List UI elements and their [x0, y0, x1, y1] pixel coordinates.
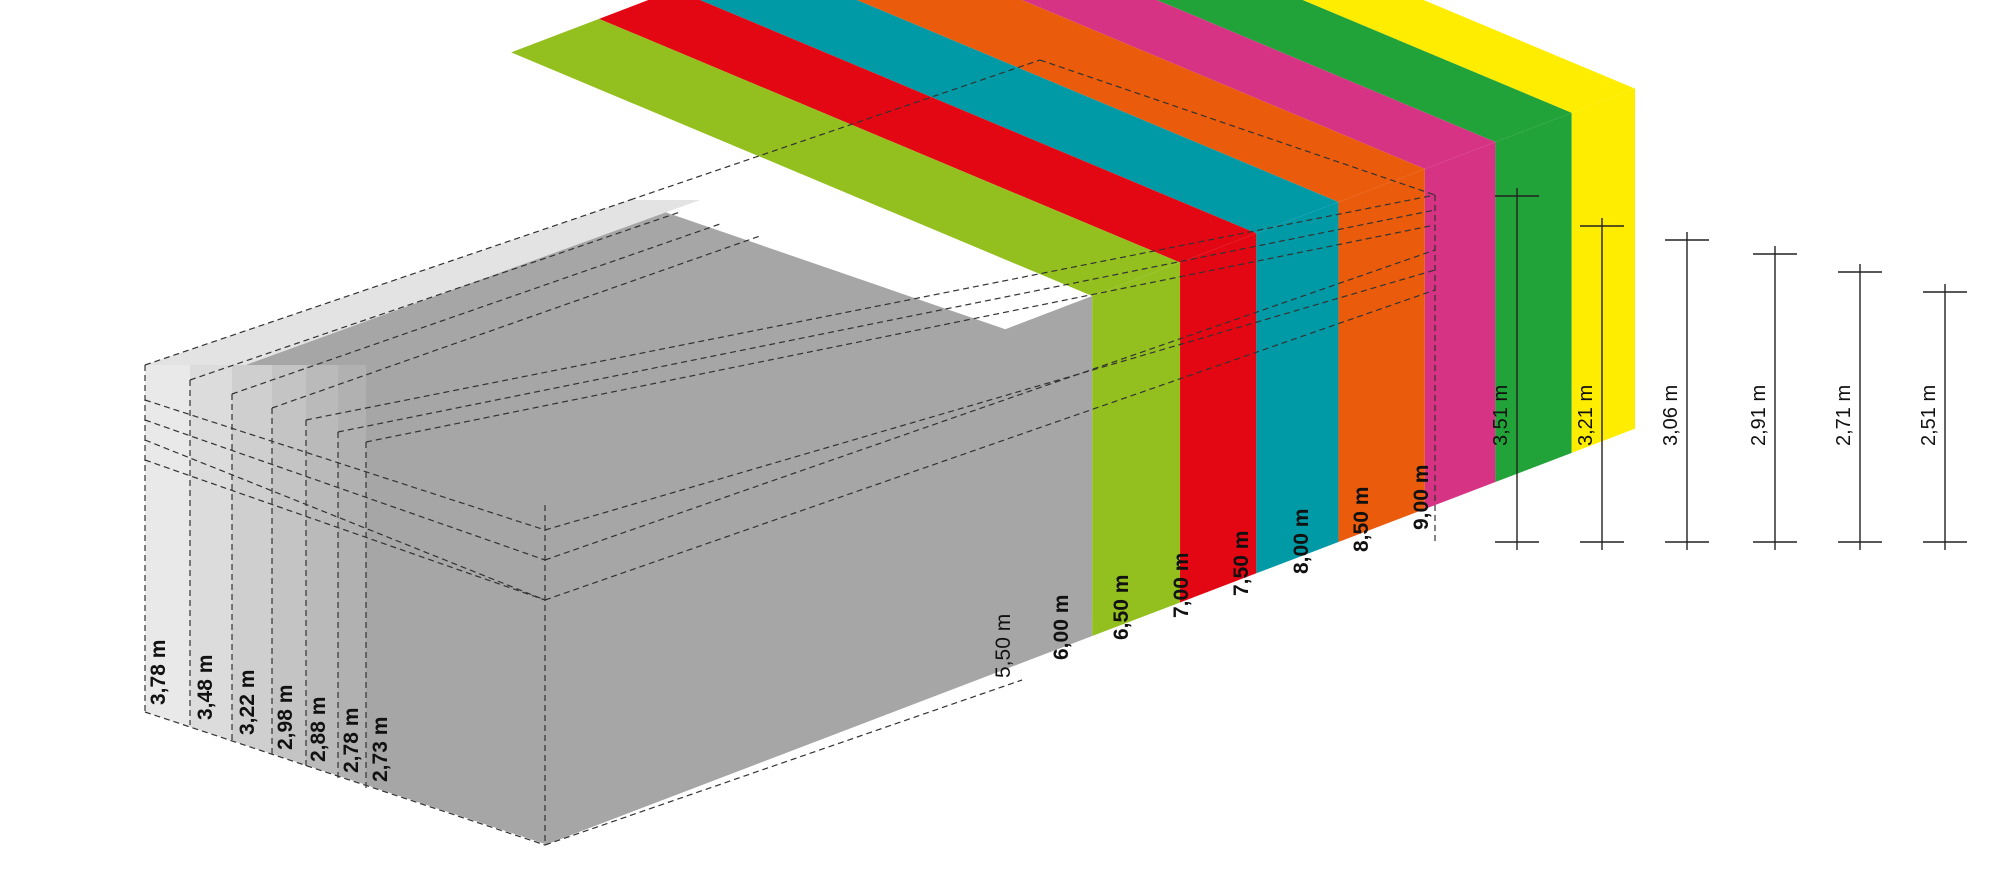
height-label-5: 2,71 m	[1833, 385, 1855, 446]
guide-line-19	[544, 249, 1436, 561]
guide-line-7	[365, 224, 1436, 443]
top-band-7	[1156, 0, 1572, 142]
front-face-layers	[545, 88, 1636, 845]
top-band-6	[1021, 0, 1496, 169]
front-stripe-3	[1180, 233, 1257, 603]
side-band-3	[232, 365, 272, 754]
guide-line-27	[629, 59, 1041, 201]
height-bar-2: 3,21 m	[1575, 218, 1624, 550]
front-stripe-1	[545, 296, 1093, 845]
height-dimension-bars: 3,51 m 3,21 m 3,06 m 2,91 m 2,71 m 2,51 m	[1490, 188, 1967, 550]
height-bar-1: 3,51 m	[1490, 188, 1539, 550]
length-label-5: 2,88 m	[307, 697, 330, 762]
height-label-2: 3,21 m	[1575, 385, 1597, 446]
width-label-4: 7,00 m	[1170, 553, 1193, 618]
width-label-3: 6,50 m	[1110, 575, 1133, 640]
length-label-6: 2,78 m	[340, 708, 363, 773]
dashed-guides	[144, 59, 1436, 846]
guide-line-17	[544, 679, 1023, 846]
height-label-3: 3,06 m	[1660, 385, 1682, 446]
guide-line-26	[144, 459, 546, 601]
top-band-8	[1302, 0, 1636, 113]
height-label-6: 2,51 m	[1918, 385, 1940, 446]
top-rear-strip	[145, 200, 700, 370]
length-label-4: 2,98 m	[274, 685, 297, 750]
front-stripe-6	[1424, 142, 1496, 509]
length-label-7: 2,73 m	[369, 717, 392, 782]
top-face-layers	[145, 0, 1636, 505]
side-band-5	[306, 365, 338, 776]
guide-line-5	[305, 194, 1436, 421]
length-label-1: 3,78 m	[147, 640, 170, 705]
height-bar-5: 2,71 m	[1833, 264, 1882, 550]
front-stripe-8	[1571, 88, 1636, 453]
side-band-1	[145, 365, 190, 727]
height-bar-3: 3,06 m	[1660, 232, 1709, 550]
top-band-4	[699, 0, 1339, 234]
front-stripe-5	[1338, 168, 1425, 542]
front-stripe-4	[1256, 201, 1339, 574]
side-band-2	[190, 365, 232, 741]
height-label-4: 2,91 m	[1748, 385, 1770, 446]
top-band-2	[511, 18, 1181, 296]
guide-line-4	[271, 235, 761, 409]
width-label-8: 9,00 m	[1410, 465, 1433, 530]
width-labels: 5,50 m 6,00 m 6,50 m 7,00 m 7,50 m 8,00 m 8,50…	[992, 465, 1433, 678]
side-band-4	[272, 365, 306, 766]
length-label-3: 3,22 m	[236, 670, 259, 735]
left-face-layers	[145, 365, 545, 844]
height-bar-4: 2,91 m	[1748, 246, 1797, 550]
front-stripe-2	[1092, 262, 1181, 636]
top-band-5	[856, 0, 1425, 202]
guide-line-25	[144, 439, 546, 601]
guide-line-2	[189, 211, 681, 381]
length-labels: 3,78 m 3,48 m 3,22 m 2,98 m 2,88 m 2,78 m 2,73…	[147, 640, 392, 782]
top-band-3	[599, 0, 1257, 263]
guide-line-24	[144, 419, 546, 561]
guide-line-1	[144, 199, 631, 366]
front-stripe-7	[1495, 112, 1572, 482]
guide-line-18	[544, 289, 1436, 601]
height-bar-6: 2,51 m	[1918, 284, 1967, 550]
guide-line-16	[144, 711, 546, 846]
length-label-2: 3,48 m	[194, 655, 217, 720]
side-band-7	[366, 365, 545, 844]
guide-line-6	[337, 209, 1436, 433]
height-label-1: 3,51 m	[1490, 385, 1512, 446]
width-label-5: 7,50 m	[1230, 531, 1253, 596]
width-label-2: 6,00 m	[1050, 595, 1073, 660]
guide-line-3	[231, 223, 721, 395]
width-label-1: 5,50 m	[992, 614, 1015, 678]
guide-line-23	[144, 399, 546, 531]
width-label-7: 8,50 m	[1350, 487, 1373, 552]
width-label-6: 8,00 m	[1290, 509, 1313, 574]
guide-line-20	[544, 269, 1436, 531]
